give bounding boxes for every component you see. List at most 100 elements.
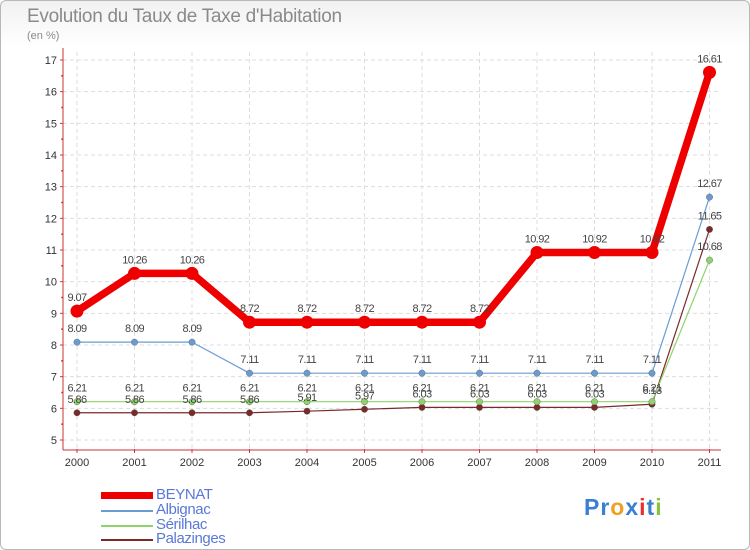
point-srilhac xyxy=(246,398,253,406)
point-albignac xyxy=(303,369,311,377)
point-albignac xyxy=(476,369,483,377)
point-palazinges xyxy=(246,409,253,417)
y-minor-tick xyxy=(61,106,63,109)
data-label-albignac: 8.09 xyxy=(182,323,201,335)
point-srilhac xyxy=(533,398,541,406)
legend-label: Palazinges xyxy=(156,530,226,547)
data-label-beynat: 8.72 xyxy=(412,303,431,315)
data-label-palazinges: 6.03 xyxy=(412,388,431,400)
y-tick-label: 7 xyxy=(51,372,57,384)
data-label-srilhac: 6.21 xyxy=(182,383,201,395)
data-label-srilhac: 6.21 xyxy=(355,383,374,395)
point-srilhac xyxy=(591,398,598,406)
logo-letter: P xyxy=(584,494,601,520)
point-albignac xyxy=(533,369,541,377)
data-label-beynat: 10.26 xyxy=(122,254,147,266)
point-albignac xyxy=(73,338,81,346)
point-palazinges xyxy=(303,407,311,415)
data-label-srilhac: 6.21 xyxy=(642,383,661,395)
point-palazinges xyxy=(131,409,138,417)
point-palazinges xyxy=(188,409,196,417)
point-palazinges xyxy=(591,403,598,411)
point-albignac xyxy=(361,369,368,377)
point-palazinges xyxy=(73,409,81,417)
y-tick-label: 13 xyxy=(45,182,57,194)
series-line-albignac xyxy=(77,196,711,374)
data-label-palazinges: 5.91 xyxy=(297,392,316,404)
logo-letter: i xyxy=(655,494,663,520)
data-label-albignac: 7.11 xyxy=(298,354,317,366)
point-albignac xyxy=(131,338,138,346)
axes: 5 6 7 8 9 10 11 12 13 14 15 16 17 2000 2001 2002 2003 200… xyxy=(45,48,721,469)
data-label-palazinges: 5.86 xyxy=(125,394,144,406)
proxiti-logo: Proxiti xyxy=(584,494,663,521)
data-label-beynat: 16.61 xyxy=(697,53,722,65)
y-minor-tick xyxy=(61,391,63,394)
point-srilhac xyxy=(73,398,81,406)
x-tick-label: 2001 xyxy=(122,457,146,469)
data-label-albignac: 8.09 xyxy=(125,323,144,335)
point-beynat xyxy=(128,266,141,280)
data-label-albignac: 7.11 xyxy=(240,354,259,366)
x-tick-label: 2002 xyxy=(180,457,204,469)
legend-swatch xyxy=(101,539,153,541)
y-tick-label: 5 xyxy=(51,435,57,447)
point-beynat xyxy=(645,246,659,260)
y-minor-tick xyxy=(61,423,63,426)
x-tick-label: 2007 xyxy=(467,457,491,469)
data-label-beynat: 8.72 xyxy=(470,303,489,315)
y-minor-tick xyxy=(61,264,63,267)
logo-letter: i xyxy=(639,494,647,520)
legend-swatch xyxy=(101,510,153,512)
x-tick-label: 2006 xyxy=(410,457,434,469)
y-minor-tick xyxy=(61,359,63,362)
point-srilhac xyxy=(188,398,196,406)
point-palazinges xyxy=(418,403,426,411)
legend-item-albignac: Albignac xyxy=(101,501,301,518)
point-beynat xyxy=(300,315,314,329)
y-tick-label: 8 xyxy=(51,340,57,352)
legend-item-palazinges: Palazinges xyxy=(101,530,301,547)
point-beynat xyxy=(473,315,486,329)
point-srilhac xyxy=(131,398,138,406)
data-label-albignac: 8.09 xyxy=(67,323,86,335)
legend-label: Albignac xyxy=(156,501,211,518)
point-palazinges xyxy=(706,226,713,233)
data-label-palazinges: 6.03 xyxy=(585,388,604,400)
data-label-albignac: 7.11 xyxy=(643,354,662,366)
logo-letter: x xyxy=(625,494,640,520)
legend-item-beynat: BEYNAT xyxy=(101,486,301,503)
point-albignac xyxy=(648,369,656,377)
y-tick-label: 11 xyxy=(46,245,57,257)
series-line-srilhac xyxy=(77,259,711,403)
data-label-srilhac: 6.21 xyxy=(297,383,316,395)
y-minor-tick xyxy=(61,74,63,77)
logo-letter: o xyxy=(610,494,626,520)
series-line-palazinges xyxy=(77,229,711,414)
y-minor-tick xyxy=(61,296,63,299)
data-label-palazinges: 6.03 xyxy=(470,388,489,400)
legend-item-srilhac: Sérilhac xyxy=(101,516,301,533)
data-label-palazinges: 6.03 xyxy=(527,388,546,400)
legend-swatch xyxy=(101,525,153,527)
point-srilhac xyxy=(361,398,368,406)
series-line-beynat xyxy=(74,71,714,326)
y-minor-tick xyxy=(61,169,63,172)
data-label-albignac: 12.67 xyxy=(697,178,722,190)
data-labels: 9.07 10.26 10.26 8.72 8.72 8.72 8.72 8.72 10.92 1… xyxy=(67,53,722,405)
data-label-albignac: 7.11 xyxy=(413,354,432,366)
logo-letter: r xyxy=(600,494,611,520)
data-label-albignac: 7.11 xyxy=(528,354,547,366)
point-palazinges xyxy=(533,403,541,411)
data-label-srilhac: 6.21 xyxy=(125,383,144,395)
point-srilhac xyxy=(476,398,483,406)
chart-title: Evolution du Taux de Taxe d'Habitation xyxy=(27,6,342,27)
point-palazinges xyxy=(476,403,483,411)
data-label-beynat: 10.92 xyxy=(640,234,665,246)
data-label-beynat: 10.92 xyxy=(525,234,550,246)
x-tick-label: 2009 xyxy=(582,457,606,469)
x-tick-label: 2000 xyxy=(65,457,89,469)
data-label-albignac: 7.11 xyxy=(355,354,374,366)
point-beynat xyxy=(530,246,544,260)
